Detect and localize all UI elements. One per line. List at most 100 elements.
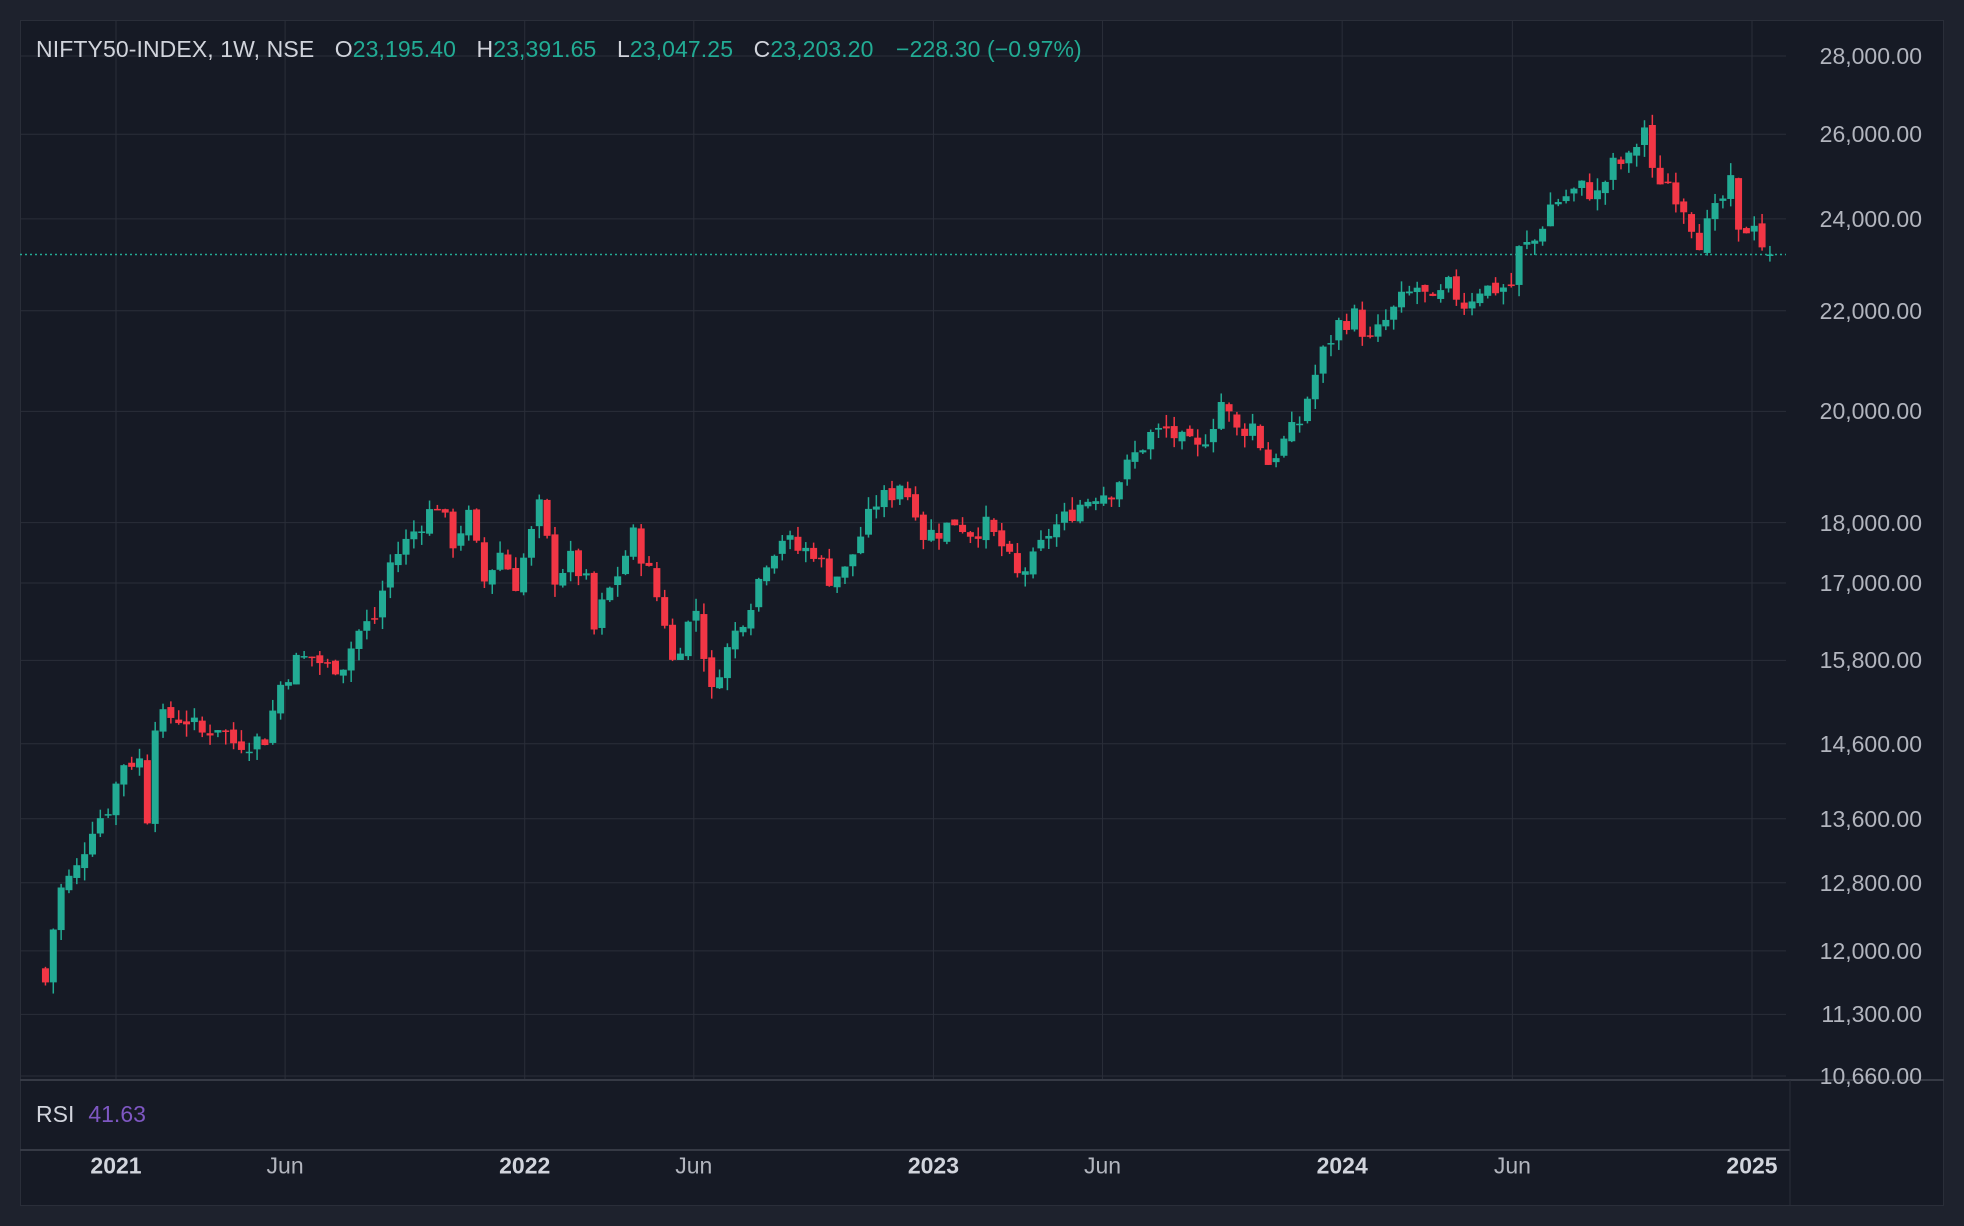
candle-up <box>1546 204 1554 227</box>
candle-up <box>520 557 528 593</box>
candle-down <box>1264 449 1272 465</box>
candle-up <box>1209 429 1217 443</box>
candle-up <box>1147 431 1155 450</box>
candle-down <box>331 660 339 675</box>
candle-up <box>1100 495 1108 504</box>
candle-up <box>849 554 857 567</box>
candle-up <box>1727 175 1735 199</box>
candle-up <box>731 630 739 650</box>
time-tick-label: Jun <box>675 1152 713 1179</box>
candle-up <box>755 578 763 608</box>
candle-up <box>1750 225 1758 232</box>
candle-up <box>567 550 575 573</box>
candle-up <box>723 647 731 679</box>
candle-up <box>379 590 387 618</box>
low-key: L <box>616 36 630 62</box>
symbol-label[interactable]: NIFTY50-INDEX, 1W, NSE <box>36 36 315 62</box>
candle-down <box>1758 223 1766 248</box>
candle-down <box>543 499 551 536</box>
candle-up <box>1178 431 1186 442</box>
price-tick-label: 12,000.00 <box>1819 937 1922 964</box>
price-tick-label: 10,660.00 <box>1819 1063 1922 1089</box>
candle-down <box>1107 497 1115 500</box>
rsi-legend[interactable]: RSI 41.63 <box>36 1101 146 1128</box>
candle-up <box>1092 501 1100 504</box>
candle-down <box>708 657 716 687</box>
rsi-label: RSI <box>36 1101 75 1127</box>
candle-up <box>1202 444 1210 447</box>
candle-up <box>112 783 120 816</box>
candle-up <box>1327 343 1335 345</box>
candle-down <box>1256 425 1264 449</box>
candle-up <box>1437 290 1445 299</box>
candle-up <box>1311 374 1319 400</box>
high-key: H <box>476 36 494 62</box>
candle-down <box>669 624 677 660</box>
candle-down <box>1194 437 1202 445</box>
candle-up <box>739 626 747 633</box>
candle-up <box>1139 450 1147 453</box>
candle-down <box>473 509 481 541</box>
candle-down <box>912 494 920 518</box>
candle-up <box>1711 203 1719 220</box>
candle-up <box>896 485 904 500</box>
candle-up <box>1523 242 1531 245</box>
price-tick-label: 11,300.00 <box>1821 1001 1922 1028</box>
candle-up <box>284 682 292 686</box>
time-tick-label: 2023 <box>907 1152 960 1179</box>
candle-down <box>590 572 598 630</box>
candle-down <box>574 550 582 577</box>
candle-up <box>1319 346 1327 374</box>
candle-up <box>386 562 394 588</box>
candle-up <box>676 653 684 660</box>
candle-down <box>206 733 214 736</box>
candle-down <box>990 519 998 532</box>
candle-up <box>1405 291 1413 294</box>
time-tick-label: Jun <box>1493 1152 1531 1179</box>
price-tick-label: 18,000.00 <box>1819 509 1922 536</box>
close-key: C <box>753 36 771 62</box>
candle-up <box>1249 423 1257 436</box>
candle-down <box>551 534 559 585</box>
candle-down <box>1225 404 1233 412</box>
candle-down <box>1617 159 1625 164</box>
candle-up <box>418 531 426 533</box>
candle-up <box>488 570 496 585</box>
candle-up <box>927 529 935 541</box>
candle-down <box>1452 276 1460 300</box>
candle-down <box>143 760 151 824</box>
rsi-value: 41.63 <box>88 1101 146 1127</box>
candle-up <box>982 516 990 541</box>
candle-down <box>1068 509 1076 522</box>
candle-up <box>716 677 724 689</box>
candle-up <box>857 536 865 554</box>
candle-up <box>770 555 778 569</box>
candle-down <box>1688 214 1696 232</box>
candle-down <box>1366 335 1374 337</box>
candle-up <box>802 547 810 552</box>
candle-down <box>1460 302 1468 309</box>
candle-down <box>1664 181 1672 184</box>
candle-up <box>1531 240 1539 244</box>
candle-down <box>1343 321 1351 330</box>
candle-up <box>1554 202 1562 205</box>
candle-up <box>1570 188 1578 194</box>
candle-up <box>747 609 755 629</box>
candle-up <box>880 490 888 508</box>
candle-up <box>104 814 112 816</box>
candle-up <box>496 552 504 570</box>
candle-down <box>198 720 206 733</box>
candle-up <box>300 656 308 658</box>
candle-down <box>966 532 974 537</box>
price-tick-label: 15,800.00 <box>1819 647 1922 674</box>
candle-up <box>394 553 402 566</box>
candle-up <box>1484 285 1492 296</box>
candle-down <box>167 707 175 718</box>
candle-up <box>73 865 81 878</box>
candle-down <box>222 730 230 732</box>
candle-up <box>245 751 253 754</box>
candle-up <box>57 887 65 931</box>
price-tick-label: 24,000.00 <box>1819 205 1922 232</box>
candle-up <box>136 758 144 768</box>
